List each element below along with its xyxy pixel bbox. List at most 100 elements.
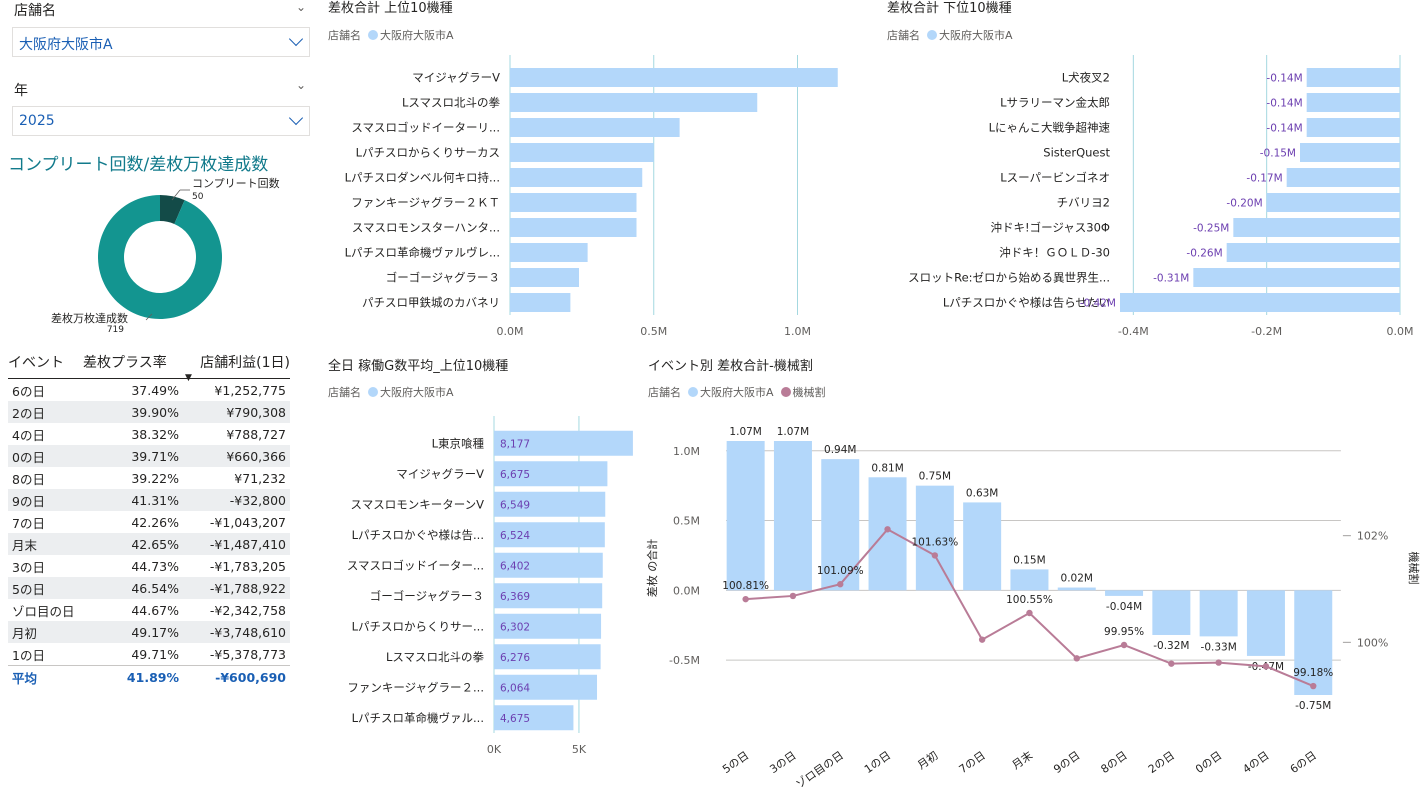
bar — [1226, 243, 1400, 262]
table-row[interactable]: 2の日 39.90% ¥790,308 — [8, 401, 290, 423]
table-cell-rate: 39.22% — [131, 470, 179, 486]
gcount-legend: 店舗名 大阪府大阪市A — [328, 384, 454, 400]
table-row[interactable]: 0の日 39.71% ¥660,366 — [8, 445, 290, 467]
data-label: 6,276 — [500, 652, 530, 664]
store-dropdown[interactable]: 大阪府大阪市A — [12, 27, 310, 57]
y-tick-label: -0.5M — [669, 654, 700, 667]
chevron-down-icon[interactable]: ⌄ — [296, 0, 307, 14]
table-cell-rate: 49.71% — [131, 646, 179, 662]
legend-label: 店舗名 — [648, 386, 681, 399]
table-row[interactable]: 9の日 41.31% -¥32,800 — [8, 489, 290, 511]
bar — [510, 118, 680, 137]
bar-data-label: -0.04M — [1106, 601, 1142, 613]
legend-series: 大阪府大阪市A — [380, 29, 454, 42]
bar — [494, 644, 601, 670]
gcount-title: 全日 稼働G数平均_上位10機種 — [328, 359, 509, 374]
table-cell-profit: ¥790,308 — [183, 401, 290, 423]
category-label: Lパチスロ革命機ヴァル... — [352, 711, 484, 725]
data-label: -0.42M — [1080, 298, 1116, 310]
table-row[interactable]: 8の日 39.22% ¥71,232 — [8, 467, 290, 489]
bar — [494, 461, 608, 487]
data-label: -0.14M — [1266, 73, 1302, 85]
bar — [494, 613, 602, 639]
bar — [510, 168, 643, 187]
bar-data-label: 1.07M — [729, 426, 761, 438]
table-row[interactable]: 1の日 49.71% -¥5,378,773 — [8, 643, 290, 666]
x-tick-label: 月初 — [915, 748, 941, 772]
axis-tick-label: 5K — [572, 743, 587, 756]
table-row[interactable]: 7の日 42.26% -¥1,043,207 — [8, 511, 290, 533]
data-label: -0.20M — [1226, 198, 1262, 210]
table-cell-rate: 44.73% — [131, 558, 179, 574]
bar — [1306, 93, 1400, 112]
bar — [494, 705, 574, 731]
table-row[interactable]: 3の日 44.73% -¥1,783,205 — [8, 555, 290, 577]
year-dropdown-value: 2025 — [19, 113, 55, 129]
table-header-profit[interactable]: 店舗利益(1日) ▼ — [183, 352, 290, 383]
bar — [494, 522, 605, 548]
bar — [1306, 68, 1400, 87]
table-cell-event: 4の日 — [12, 427, 45, 443]
line-data-label: 100.55% — [1006, 594, 1053, 606]
category-label: Lスーパービンゴネオ — [1000, 171, 1110, 185]
table-row[interactable]: 月末 42.65% -¥1,487,410 — [8, 533, 290, 555]
donut-label-complete: コンプリート回数 — [192, 177, 280, 190]
line-point — [1215, 659, 1222, 666]
table-cell-profit: -¥32,800 — [183, 489, 290, 511]
table-cell-rate: 44.67% — [131, 602, 179, 618]
table-total-profit: -¥600,690 — [183, 665, 290, 688]
bar — [726, 441, 765, 591]
bar — [1246, 590, 1285, 656]
line-point — [1262, 663, 1270, 670]
line-point — [931, 552, 939, 559]
table-cell-event: 9の日 — [8, 489, 83, 511]
event-combo-chart: 1.0M 0.5M 0.0M -0.5M 102% 100% 差枚 の合計 機械割 1.07M 5… — [645, 426, 1420, 791]
category-label: Lサラリーマン金太郎 — [1000, 96, 1110, 110]
category-label: L東京喰種 — [432, 436, 485, 450]
table-row[interactable]: 5の日 46.54% -¥1,788,922 — [8, 577, 290, 599]
line-point — [1073, 655, 1080, 662]
category-label: Lパチスロからくりサーカス — [356, 146, 500, 160]
legend-series: 大阪府大阪市A — [380, 386, 454, 399]
bottom10-bar-chart: -0.4M -0.2M 0.0M L犬夜叉2 -0.14M Lサラリーマン金太郎 -0.14… — [908, 55, 1413, 338]
table-row[interactable]: ゾロ目の日 44.67% -¥2,342,758 — [8, 599, 290, 621]
x-tick-label: 6の日 — [1288, 749, 1319, 776]
data-label: -0.25M — [1193, 223, 1229, 235]
table-row[interactable]: 月初 49.17% -¥3,748,610 — [8, 621, 290, 643]
bar — [510, 268, 579, 287]
axis-tick-label: -0.2M — [1251, 325, 1282, 338]
bar — [1057, 587, 1096, 591]
chevron-down-icon[interactable]: ⌄ — [296, 78, 307, 92]
table-cell-profit: -¥1,487,410 — [183, 533, 290, 555]
year-dropdown[interactable]: 2025 — [12, 106, 310, 136]
category-label: Lパチスロダンベル何キロ持... — [345, 171, 500, 185]
table-cell-event: 5の日 — [8, 577, 83, 599]
line-point — [837, 581, 844, 588]
legend-label: 店舗名 — [887, 29, 920, 42]
bar-data-label: 0.81M — [871, 462, 903, 474]
line-point — [789, 592, 797, 600]
data-label: 6,549 — [500, 499, 530, 511]
chevron-down-icon — [288, 31, 304, 47]
category-label: 沖ドキ！ＧＯＬＤ-30 — [999, 246, 1110, 260]
bar — [1306, 118, 1400, 137]
x-tick-label: ゾロ目の日 — [793, 749, 846, 791]
event-table: イベント 差枚プラス率 店舗利益(1日) ▼ 6の日 37.49% ¥1,252,77… — [8, 352, 290, 688]
axis-tick-label: 1.0M — [784, 325, 811, 338]
table-header-event[interactable]: イベント — [8, 352, 83, 379]
table-cell-event: 6の日 — [12, 383, 45, 399]
table-cell-profit: ¥1,252,775 — [214, 382, 286, 398]
bar-data-label: 0.63M — [966, 487, 998, 499]
top10-title: 差枚合計 上位10機種 — [328, 1, 453, 16]
bar — [510, 218, 637, 237]
bar — [1199, 590, 1238, 637]
donut-value-target: 719 — [107, 325, 124, 335]
table-row[interactable]: 6の日 37.49% ¥1,252,775 — [8, 379, 290, 402]
table-header-rate[interactable]: 差枚プラス率 — [83, 352, 183, 379]
line-point — [884, 526, 891, 533]
axis-tick-label: -0.4M — [1118, 325, 1149, 338]
category-label: Lにゃんこ大戦争超神速 — [989, 121, 1111, 135]
data-label: 6,402 — [500, 560, 530, 572]
table-row[interactable]: 4の日 38.32% ¥788,727 — [8, 423, 290, 445]
category-label: スマスロモンスターハンタ... — [352, 221, 500, 235]
